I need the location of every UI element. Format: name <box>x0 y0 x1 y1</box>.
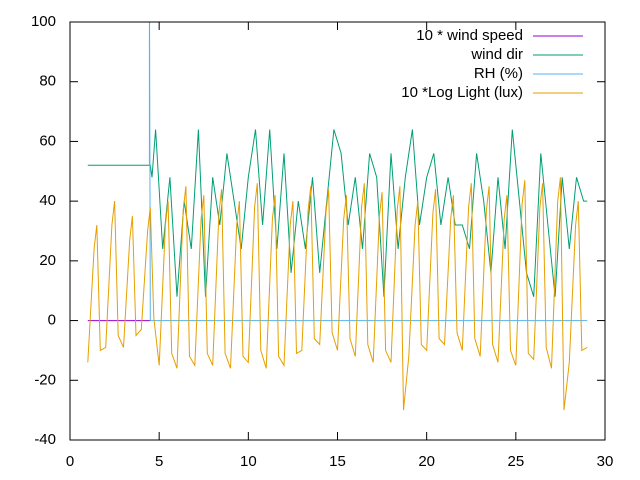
x-tick-label: 15 <box>329 453 346 470</box>
y-tick-label: -40 <box>34 431 56 448</box>
x-tick-label: 5 <box>155 453 163 470</box>
x-tick-label: 0 <box>66 453 74 470</box>
y-tick-label: -20 <box>34 371 56 388</box>
x-tick-label: 20 <box>418 453 435 470</box>
series-line <box>87 129 588 297</box>
y-tick-label: 40 <box>39 192 56 209</box>
legend-label: 10 * wind speed <box>416 27 523 44</box>
y-tick-label: 0 <box>48 312 56 329</box>
x-tick-label: 10 <box>240 453 257 470</box>
y-tick-label: 60 <box>39 132 56 149</box>
legend-label: wind dir <box>470 46 523 63</box>
plot-area <box>87 22 588 411</box>
legend-label: 10 *Log Light (lux) <box>401 84 523 101</box>
legend-label: RH (%) <box>474 65 523 82</box>
x-tick-label: 25 <box>507 453 524 470</box>
series-line <box>87 177 588 411</box>
y-tick-label: 100 <box>31 13 56 30</box>
y-tick-label: 80 <box>39 73 56 90</box>
series-line <box>148 22 588 322</box>
y-tick-label: 20 <box>39 252 56 269</box>
x-tick-label: 30 <box>597 453 614 470</box>
